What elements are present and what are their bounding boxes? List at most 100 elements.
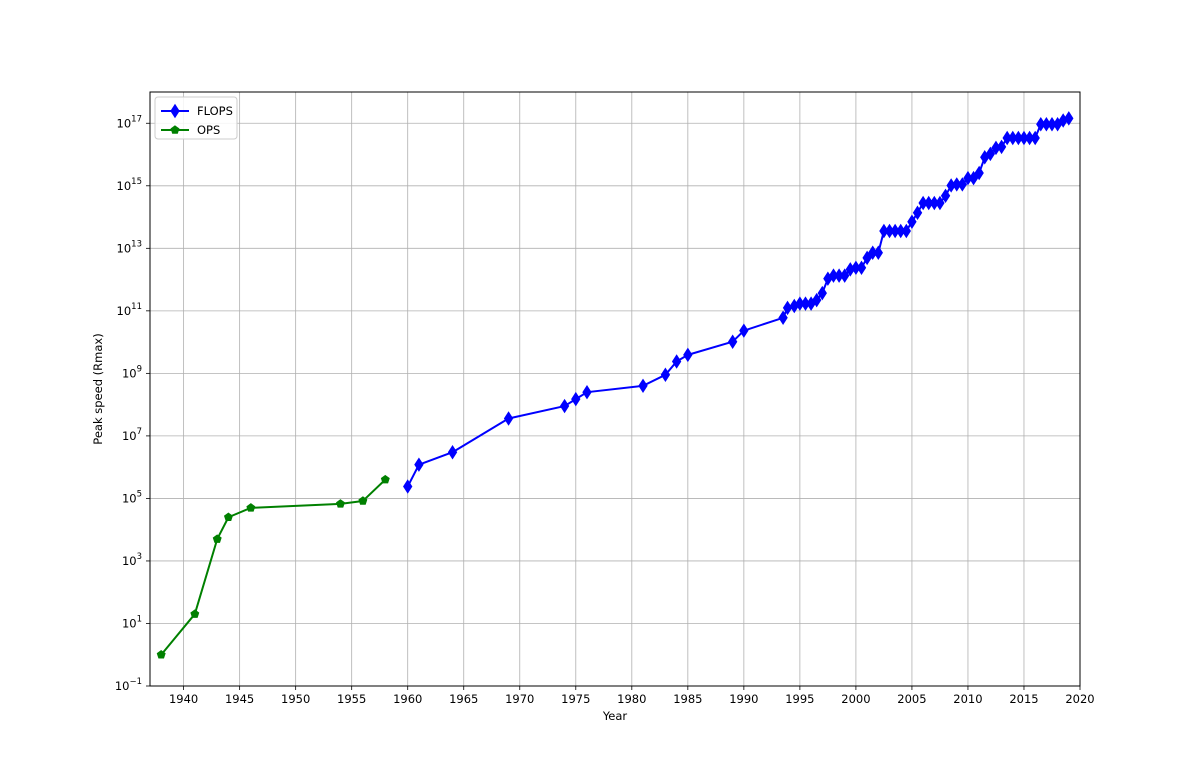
legend-swatch-marker [170,125,180,134]
x-tick-label: 1940 [169,692,198,706]
y-tick-label: 1015 [117,177,142,193]
y-tick-base: 10 [122,616,137,630]
y-tick-label: 105 [122,489,142,505]
flops-point [873,245,883,260]
legend-label: FLOPS [197,104,233,118]
axis-ticks: 1940 1945 1950 1955 1960 1965 1970 1975 1980 1985… [115,114,1095,706]
flops-point [817,285,827,301]
y-tick-base: 10 [122,554,137,568]
x-axis-title: Year [602,709,628,723]
ops-point [336,499,345,508]
plot-area-frame [149,91,1081,687]
y-tick-exponent: 1 [137,614,142,624]
y-tick-label: 109 [122,364,142,380]
flops-point [840,268,850,283]
x-tick-label: 1990 [729,692,758,706]
ops-point [380,474,390,484]
flops-point [671,354,682,369]
y-tick-exponent: −1 [129,677,142,687]
flops-point [739,323,749,338]
flops-point [582,384,592,400]
flops-point [727,334,738,349]
grid-lines [150,92,1081,687]
y-tick-exponent: 7 [137,427,142,437]
flops-point [638,378,648,394]
x-tick-label: 1960 [393,692,422,706]
x-tick-label: 1955 [337,692,366,706]
flops-point [996,139,1007,155]
y-tick-exponent: 15 [131,177,142,187]
y-tick-label: 1017 [117,114,142,130]
flops-point [901,223,912,239]
y-tick-exponent: 9 [137,364,142,374]
flops-point [968,170,979,186]
flops-point [974,165,984,181]
x-tick-label: 1975 [561,692,590,706]
series-flops [403,111,1074,494]
flops-point [1064,111,1074,126]
flops-point [778,310,788,326]
y-tick-base: 10 [117,179,132,193]
flops-point [856,260,867,276]
y-tick-label: 1011 [117,302,142,318]
y-tick-exponent: 5 [137,489,142,499]
y-tick-base: 10 [122,491,137,505]
flops-point [559,398,570,414]
flops-point [862,250,872,266]
x-tick-label: 1995 [785,692,814,706]
x-tick-label: 2020 [1065,692,1094,706]
series-ops [156,474,390,659]
x-tick-label: 1980 [617,692,646,706]
y-tick-exponent: 3 [137,552,142,562]
ops-point [223,512,233,522]
y-tick-base: 10 [117,304,132,318]
x-tick-label: 1985 [673,692,702,706]
flops-point [503,411,514,426]
y-axis-title: Peak speed (Rmax) [91,333,105,444]
y-tick-base: 10 [117,116,132,130]
legend-item-ops: OPS [161,123,220,137]
x-tick-label: 1945 [225,692,254,706]
plot-series [156,111,1074,659]
flops-point [403,479,413,494]
y-tick-label: 1013 [117,239,142,255]
y-tick-base: 10 [122,429,137,443]
ops-point [246,503,256,512]
ops-point [212,534,222,543]
y-tick-exponent: 13 [131,239,142,249]
legend-label: OPS [197,123,220,137]
x-tick-label: 1970 [505,692,534,706]
x-tick-label: 2010 [953,692,982,706]
y-tick-base: 10 [115,679,130,693]
flops-point [571,391,581,407]
y-tick-label: 107 [122,427,142,443]
y-tick-base: 10 [122,366,137,380]
flops-point [660,367,671,383]
flops-point [940,188,951,204]
y-tick-exponent: 17 [131,114,142,124]
y-tick-exponent: 11 [131,302,142,312]
flops-point [912,205,923,221]
legend-swatch-marker [170,103,180,119]
ops-point [358,496,368,505]
ops-point [156,650,166,659]
x-tick-label: 2005 [897,692,926,706]
legend-items: FLOPS OPS [161,103,233,137]
y-tick-label: 101 [122,614,142,630]
flops-point [957,177,968,192]
flops-point [683,347,693,363]
flops-point [935,195,945,211]
y-tick-base: 10 [117,241,132,255]
y-tick-label: 103 [122,552,142,568]
flops-point [812,292,822,308]
flops-point [414,457,424,472]
x-tick-label: 2015 [1009,692,1038,706]
x-tick-label: 2000 [841,692,870,706]
flops-point [907,214,917,229]
flops-point [985,146,996,162]
x-tick-label: 1965 [449,692,478,706]
y-tick-label: 10−1 [115,677,142,693]
x-tick-label: 1950 [281,692,310,706]
legend-item-flops: FLOPS [161,103,233,119]
